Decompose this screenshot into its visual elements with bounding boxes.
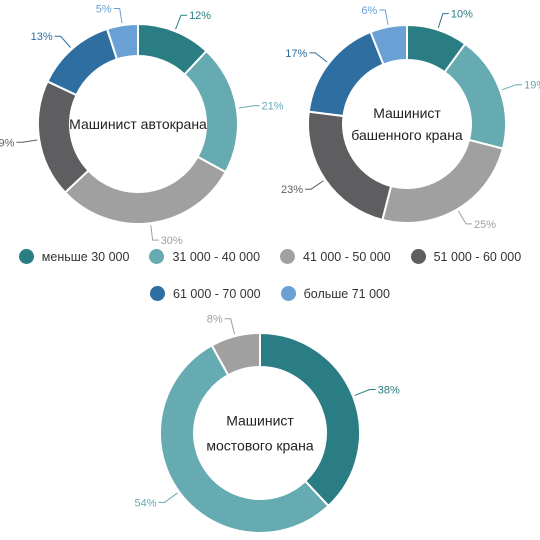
leader-line [437, 13, 449, 29]
legend-label: 31 000 - 40 000 [172, 249, 261, 264]
donut-slice-gt71[interactable] [369, 23, 408, 66]
leader-line [309, 52, 328, 63]
slice-percent-label: 30% [161, 235, 183, 247]
slice-percent-label: 23% [281, 184, 303, 196]
leader-line [150, 225, 159, 241]
chart-center-title: мостового крана [206, 438, 313, 454]
legend-swatch [280, 249, 296, 264]
legend-item-gt71[interactable]: больше 71 000 [280, 286, 390, 301]
slice-percent-label: 17% [285, 48, 307, 60]
legend-label: меньше 30 000 [41, 249, 130, 264]
slice-percent-label: 6% [361, 5, 377, 17]
donut-slice-b51_60[interactable] [37, 80, 90, 194]
leader-line [175, 14, 188, 30]
leader-line [16, 139, 38, 143]
donut-slice-b61_70[interactable] [46, 27, 119, 97]
slice-percent-label: 8% [207, 314, 223, 326]
slice-percent-label: 19% [524, 80, 540, 92]
slice-percent-label: 13% [31, 31, 53, 43]
donut-slice-lt30[interactable] [259, 331, 361, 508]
legend-item-b31_40[interactable]: 31 000 - 40 000 [149, 249, 260, 264]
legend-row-2: 61 000 - 70 000 больше 71 000 [0, 286, 540, 301]
donut-chart-2: 10% 19% 25% 23% 17% 6% Машинист башенного крана [281, 5, 540, 231]
legend-row-1: меньше 30 000 31 000 - 40 000 41 000 - 50 … [0, 249, 540, 264]
legend-swatch [18, 249, 34, 264]
slice-percent-label: 38% [378, 385, 400, 397]
slice-percent-label: 21% [262, 101, 284, 113]
legend-label: больше 71 000 [303, 286, 390, 301]
leader-line [354, 389, 376, 396]
legend-label: 41 000 - 50 000 [303, 249, 391, 264]
chart-center-title: башенного крана [351, 127, 463, 143]
donut-chart-1: 12% 21% 30% 19% 13% 5% Машинист автокрана [0, 3, 284, 247]
slice-percent-label: 5% [96, 3, 112, 15]
slice-percent-label: 10% [451, 9, 473, 21]
legend-item-b51_60[interactable]: 51 000 - 60 000 [410, 249, 522, 264]
donut-slice-b31_40[interactable] [159, 344, 330, 534]
legend-item-lt30[interactable]: меньше 30 000 [18, 249, 130, 264]
chart-center-title: Машинист [373, 105, 441, 121]
legend-swatch [150, 286, 166, 301]
leader-line [379, 9, 389, 25]
leader-line [113, 7, 123, 24]
legend-item-b41_50[interactable]: 41 000 - 50 000 [280, 249, 391, 264]
leader-line [158, 492, 178, 503]
leader-line [501, 84, 523, 91]
donut-slice-b41_50[interactable] [381, 138, 505, 224]
chart-center-title: Машинист [226, 413, 294, 429]
legend-item-b61_70[interactable]: 61 000 - 70 000 [150, 286, 261, 301]
leader-line [224, 318, 236, 335]
slice-percent-label: 12% [189, 10, 211, 22]
chart-center-title: Машинист автокрана [69, 116, 207, 132]
donut-slice-b61_70[interactable] [307, 30, 385, 118]
legend-swatch [410, 249, 426, 264]
legend-label: 51 000 - 60 000 [433, 249, 522, 264]
slice-percent-label: 19% [0, 137, 15, 149]
legend-swatch [280, 286, 296, 301]
donut-chart-3: 38% 54% 8% Машинист мостового крана [135, 314, 400, 534]
donut-slice-b31_40[interactable] [183, 49, 239, 174]
donut-slice-b41_50[interactable] [63, 155, 227, 225]
leader-line [238, 105, 260, 109]
legend-label: 61 000 - 70 000 [173, 286, 261, 301]
leader-line [457, 210, 473, 225]
leader-line [54, 35, 71, 48]
leader-line [305, 180, 324, 190]
slice-percent-label: 25% [474, 219, 496, 231]
donut-slice-b41_50[interactable] [210, 331, 261, 377]
donut-slice-gt71[interactable] [105, 22, 139, 61]
legend-swatch [149, 249, 165, 264]
slice-percent-label: 54% [135, 497, 157, 509]
